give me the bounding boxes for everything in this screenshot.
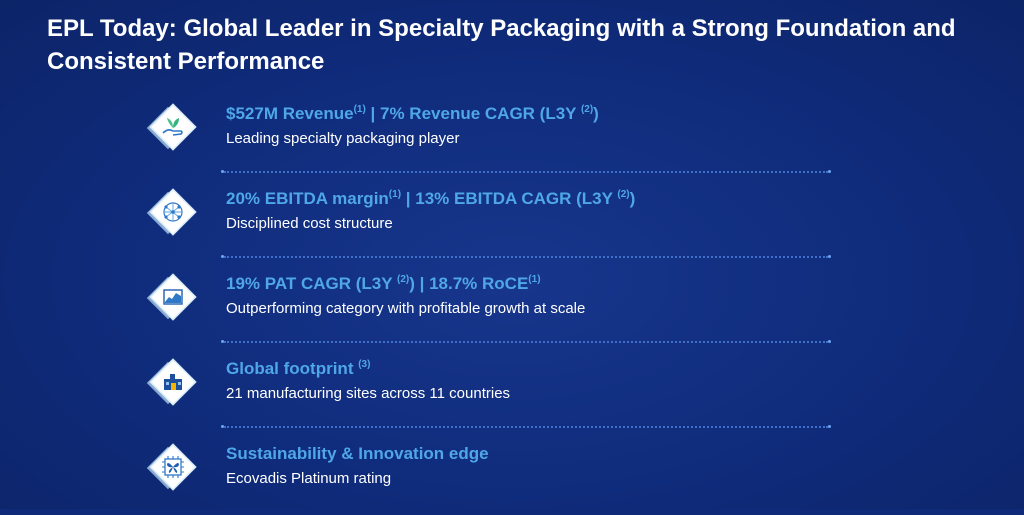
dotted-divider xyxy=(221,425,831,428)
row-headline: $527M Revenue(1) | 7% Revenue CAGR (L3Y … xyxy=(226,104,599,123)
row-description: Ecovadis Platinum rating xyxy=(226,470,392,487)
list-item: Global footprint (3) 21 manufacturing si… xyxy=(140,345,840,430)
list-item: 19% PAT CAGR (L3Y (2)) | 18.7% RoCE(1) O… xyxy=(140,260,840,345)
butterfly-chip-icon xyxy=(146,442,198,494)
row-headline: Global footprint (3) xyxy=(226,359,371,378)
highlights-list: $527M Revenue(1) | 7% Revenue CAGR (L3Y … xyxy=(140,90,840,515)
dotted-divider xyxy=(221,170,831,173)
list-item: 20% EBITDA margin(1) | 13% EBITDA CAGR (… xyxy=(140,175,840,260)
line-chart-icon xyxy=(146,272,198,324)
row-description: 21 manufacturing sites across 11 countri… xyxy=(226,385,511,402)
dotted-divider xyxy=(221,340,831,343)
row-description: Disciplined cost structure xyxy=(226,215,393,232)
leaf-hand-icon xyxy=(146,102,198,154)
list-item: Sustainability & Innovation edge Ecovadi… xyxy=(140,430,840,515)
factory-icon xyxy=(146,357,198,409)
row-description: Leading specialty packaging player xyxy=(226,130,460,147)
list-item: $527M Revenue(1) | 7% Revenue CAGR (L3Y … xyxy=(140,90,840,175)
row-headline: 19% PAT CAGR (L3Y (2)) | 18.7% RoCE(1) xyxy=(226,274,541,293)
dotted-divider xyxy=(221,255,831,258)
row-description: Outperforming category with profitable g… xyxy=(226,300,586,317)
row-headline: Sustainability & Innovation edge xyxy=(226,444,489,463)
network-globe-icon xyxy=(146,187,198,239)
row-headline: 20% EBITDA margin(1) | 13% EBITDA CAGR (… xyxy=(226,189,636,208)
slide-title: EPL Today: Global Leader in Specialty Pa… xyxy=(47,15,956,75)
